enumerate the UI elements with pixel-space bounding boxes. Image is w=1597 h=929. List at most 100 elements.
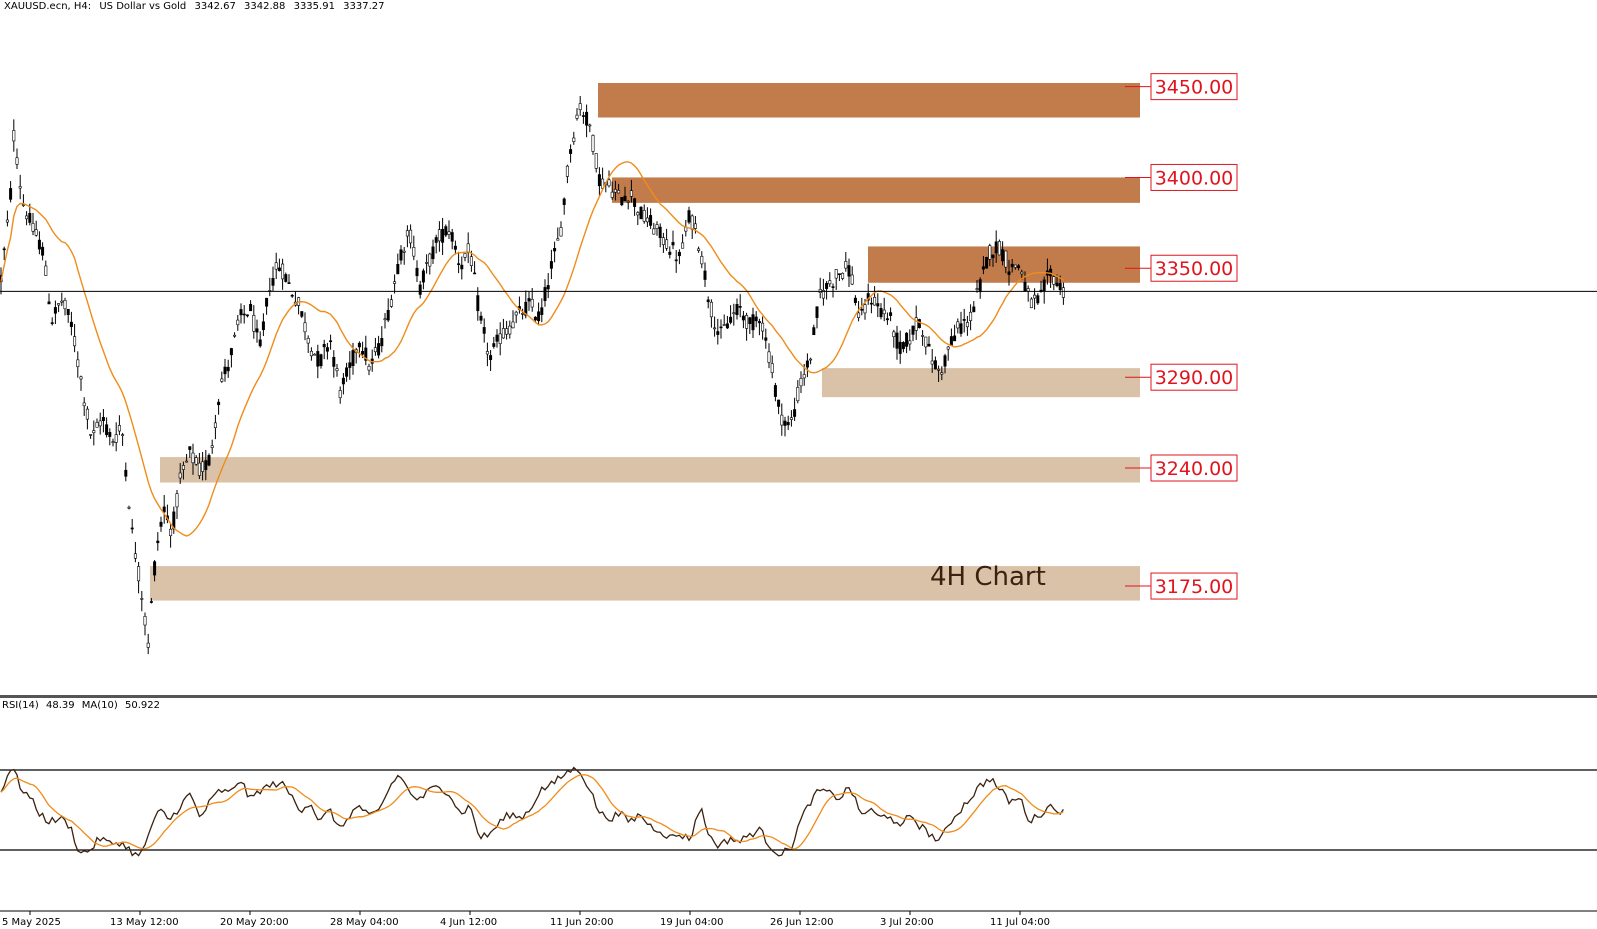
candle-body-160 [511,321,515,329]
candle-body-19 [60,300,64,303]
candle-body-88 [281,263,285,280]
candle-body-37 [117,425,121,432]
candle-body-196 [626,200,630,203]
rsi-ma-label: MA(10) [81,700,118,711]
candle-body-304 [972,306,976,313]
candle-body-164 [524,301,528,316]
candle-body-25 [79,376,83,380]
candle-body-67 [213,422,217,428]
candle-body-28 [89,434,93,436]
candle-body-133 [425,262,429,264]
candle-body-249 [796,387,800,402]
zone-3175-00 [150,566,1140,601]
candle-body-118 [377,343,381,356]
candle-body-207 [661,237,665,245]
candle-body-194 [620,196,624,206]
candle-body-222 [709,301,713,318]
candle-body-143 [457,263,461,265]
candle-body-258 [825,283,829,289]
candle-body-332 [1061,287,1065,298]
candle-body-130 [415,267,419,277]
price-label-3350-00: 3350.00 [1155,258,1234,280]
candle-body-75 [239,309,243,316]
candle-body-205 [655,224,659,229]
candle-body-55 [175,493,179,508]
candle-body-206 [658,226,662,239]
candle-body-208 [665,239,669,249]
candle-body-168 [537,311,541,322]
candle-body-163 [521,313,525,315]
rsi-header: RSI(14) 48.39 MA(10) 50.922 [2,700,164,711]
candle-body-153 [489,355,493,360]
candle-body-69 [220,378,224,382]
candle-body-285 [911,325,915,335]
candle-body-193 [617,190,621,194]
candle-body-142 [453,245,457,250]
x-tick-label-3: 28 May 04:00 [330,917,399,928]
candle-body-4 [12,130,16,142]
rsi-value: 48.39 [45,700,75,711]
zone-3240-00 [160,457,1140,483]
candle-body-50 [159,521,163,527]
candle-body-219 [700,256,704,265]
candle-body-34 [108,432,112,437]
candle-body-180 [575,114,579,119]
candle-body-228 [729,316,733,323]
candle-body-286 [914,317,918,331]
candle-body-136 [434,237,438,243]
price-label-box-2 [1150,254,1238,282]
candle-body-112 [357,342,361,348]
candle-body-117 [373,347,377,353]
candle-body-151 [482,327,486,334]
candle-body-312 [997,241,1001,256]
candle-body-86 [274,262,278,270]
candle-body-8 [25,215,29,220]
candle-body-18 [57,303,61,306]
candle-body-301 [962,318,966,321]
candle-body-289 [924,336,928,348]
candle-body-326 [1042,279,1046,292]
price-label-box-0 [1150,73,1238,101]
candle-body-307 [981,266,985,270]
candle-body-23 [73,336,77,347]
candle-body-9 [28,213,32,223]
candle-body-169 [540,307,544,315]
candle-body-175 [559,227,563,237]
candle-body-173 [553,248,557,252]
candle-body-262 [837,273,841,275]
candle-body-316 [1010,263,1014,268]
candle-body-62 [197,462,201,476]
candle-body-195 [623,195,627,202]
candle-body-138 [441,228,445,243]
candle-body-319 [1020,271,1024,275]
rsi-ma-value: 50.922 [124,700,160,711]
candle-body-31 [98,420,102,427]
candle-body-251 [802,374,806,379]
candle-body-36 [114,434,118,443]
candle-body-3 [9,188,13,200]
candle-body-300 [959,323,963,334]
x-tick-label-7: 26 Jun 12:00 [770,917,834,928]
candle-body-226 [722,324,726,326]
candle-body-202 [645,217,649,223]
candle-body-124 [396,263,400,275]
candle-body-87 [277,267,281,272]
candle-body-82 [261,321,265,331]
candle-body-6 [18,186,22,189]
candle-body-241 [770,363,774,373]
candle-body-247 [789,417,793,420]
candle-body-17 [53,307,57,314]
candle-body-315 [1007,271,1011,275]
candle-body-51 [162,506,166,513]
candle-body-66 [210,445,214,448]
zone-3450-00 [598,83,1140,118]
price-label-3175-00: 3175.00 [1155,576,1234,598]
candle-body-253 [809,358,813,361]
candle-body-108 [345,367,349,377]
chart-annotation: 4H Chart [930,562,1046,592]
x-tick-label-6: 19 Jun 04:00 [660,917,724,928]
candle-body-148 [473,272,477,275]
candle-body-186 [594,153,598,169]
candle-body-263 [841,272,845,279]
candle-body-255 [815,306,819,318]
